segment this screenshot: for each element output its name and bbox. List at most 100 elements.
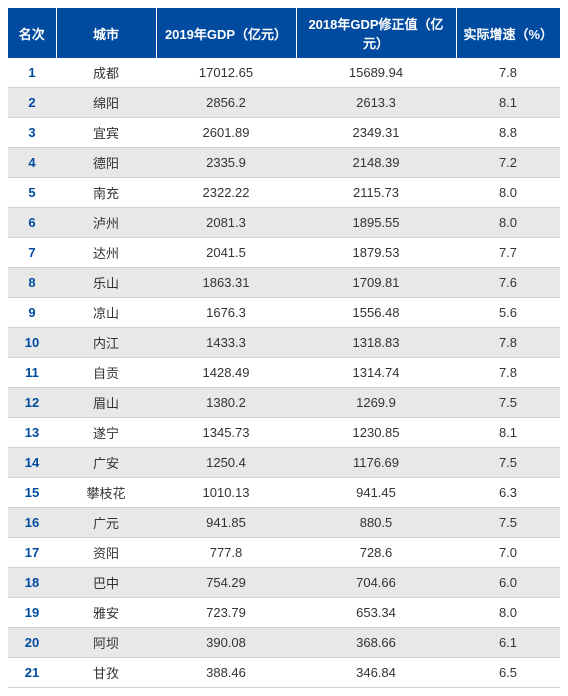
table-row: 20阿坝390.08368.666.1 bbox=[8, 628, 560, 658]
cell-gdp2018: 1318.83 bbox=[296, 328, 456, 358]
cell-city: 巴中 bbox=[56, 568, 156, 598]
cell-city: 自贡 bbox=[56, 358, 156, 388]
table-row: 12眉山1380.21269.97.5 bbox=[8, 388, 560, 418]
cell-growth: 7.6 bbox=[456, 268, 560, 298]
cell-rank: 13 bbox=[8, 418, 56, 448]
cell-city: 达州 bbox=[56, 238, 156, 268]
cell-gdp2018: 941.45 bbox=[296, 478, 456, 508]
cell-gdp2019: 1863.31 bbox=[156, 268, 296, 298]
cell-gdp2018: 1314.74 bbox=[296, 358, 456, 388]
table-row: 3宜宾2601.892349.318.8 bbox=[8, 118, 560, 148]
cell-gdp2018: 880.5 bbox=[296, 508, 456, 538]
cell-rank: 4 bbox=[8, 148, 56, 178]
cell-gdp2019: 941.85 bbox=[156, 508, 296, 538]
cell-rank: 14 bbox=[8, 448, 56, 478]
cell-gdp2019: 1676.3 bbox=[156, 298, 296, 328]
table-row: 16广元941.85880.57.5 bbox=[8, 508, 560, 538]
gdp-table: 名次 城市 2019年GDP（亿元） 2018年GDP修正值（亿元） 实际增速（… bbox=[8, 8, 560, 688]
col-city: 城市 bbox=[56, 8, 156, 58]
cell-growth: 7.5 bbox=[456, 508, 560, 538]
cell-rank: 1 bbox=[8, 58, 56, 88]
cell-rank: 6 bbox=[8, 208, 56, 238]
cell-growth: 7.8 bbox=[456, 58, 560, 88]
cell-growth: 6.0 bbox=[456, 568, 560, 598]
cell-gdp2018: 2613.3 bbox=[296, 88, 456, 118]
cell-gdp2019: 2041.5 bbox=[156, 238, 296, 268]
cell-gdp2019: 1428.49 bbox=[156, 358, 296, 388]
table-row: 4德阳2335.92148.397.2 bbox=[8, 148, 560, 178]
cell-gdp2019: 390.08 bbox=[156, 628, 296, 658]
cell-growth: 7.2 bbox=[456, 148, 560, 178]
table-row: 13遂宁1345.731230.858.1 bbox=[8, 418, 560, 448]
cell-growth: 6.1 bbox=[456, 628, 560, 658]
cell-gdp2018: 1269.9 bbox=[296, 388, 456, 418]
cell-city: 广元 bbox=[56, 508, 156, 538]
cell-growth: 7.7 bbox=[456, 238, 560, 268]
cell-city: 阿坝 bbox=[56, 628, 156, 658]
cell-growth: 7.5 bbox=[456, 448, 560, 478]
table-row: 17资阳777.8728.67.0 bbox=[8, 538, 560, 568]
cell-gdp2018: 2148.39 bbox=[296, 148, 456, 178]
cell-gdp2018: 2349.31 bbox=[296, 118, 456, 148]
cell-gdp2019: 1345.73 bbox=[156, 418, 296, 448]
cell-rank: 15 bbox=[8, 478, 56, 508]
cell-city: 绵阳 bbox=[56, 88, 156, 118]
cell-gdp2018: 15689.94 bbox=[296, 58, 456, 88]
cell-growth: 8.0 bbox=[456, 208, 560, 238]
cell-gdp2019: 1433.3 bbox=[156, 328, 296, 358]
cell-rank: 19 bbox=[8, 598, 56, 628]
cell-growth: 7.5 bbox=[456, 388, 560, 418]
table-row: 6泸州2081.31895.558.0 bbox=[8, 208, 560, 238]
table-row: 1成都17012.6515689.947.8 bbox=[8, 58, 560, 88]
cell-gdp2018: 653.34 bbox=[296, 598, 456, 628]
cell-city: 广安 bbox=[56, 448, 156, 478]
cell-growth: 7.0 bbox=[456, 538, 560, 568]
cell-gdp2019: 723.79 bbox=[156, 598, 296, 628]
cell-growth: 8.1 bbox=[456, 418, 560, 448]
cell-rank: 17 bbox=[8, 538, 56, 568]
cell-growth: 7.8 bbox=[456, 358, 560, 388]
cell-city: 南充 bbox=[56, 178, 156, 208]
cell-city: 攀枝花 bbox=[56, 478, 156, 508]
cell-gdp2018: 1879.53 bbox=[296, 238, 456, 268]
cell-growth: 8.1 bbox=[456, 88, 560, 118]
cell-gdp2018: 1895.55 bbox=[296, 208, 456, 238]
cell-gdp2019: 754.29 bbox=[156, 568, 296, 598]
cell-gdp2018: 1230.85 bbox=[296, 418, 456, 448]
table-row: 2绵阳2856.22613.38.1 bbox=[8, 88, 560, 118]
cell-growth: 8.0 bbox=[456, 178, 560, 208]
cell-city: 甘孜 bbox=[56, 658, 156, 688]
cell-rank: 12 bbox=[8, 388, 56, 418]
table-row: 7达州2041.51879.537.7 bbox=[8, 238, 560, 268]
cell-rank: 8 bbox=[8, 268, 56, 298]
cell-gdp2019: 1380.2 bbox=[156, 388, 296, 418]
cell-city: 雅安 bbox=[56, 598, 156, 628]
cell-gdp2018: 1709.81 bbox=[296, 268, 456, 298]
table-header-row: 名次 城市 2019年GDP（亿元） 2018年GDP修正值（亿元） 实际增速（… bbox=[8, 8, 560, 58]
cell-gdp2019: 2322.22 bbox=[156, 178, 296, 208]
cell-gdp2019: 1010.13 bbox=[156, 478, 296, 508]
cell-gdp2018: 728.6 bbox=[296, 538, 456, 568]
cell-gdp2018: 704.66 bbox=[296, 568, 456, 598]
table-row: 18巴中754.29704.666.0 bbox=[8, 568, 560, 598]
table-body: 1成都17012.6515689.947.82绵阳2856.22613.38.1… bbox=[8, 58, 560, 688]
cell-growth: 6.3 bbox=[456, 478, 560, 508]
table-row: 8乐山1863.311709.817.6 bbox=[8, 268, 560, 298]
cell-gdp2018: 346.84 bbox=[296, 658, 456, 688]
cell-city: 遂宁 bbox=[56, 418, 156, 448]
cell-gdp2019: 2601.89 bbox=[156, 118, 296, 148]
cell-rank: 21 bbox=[8, 658, 56, 688]
table-row: 5南充2322.222115.738.0 bbox=[8, 178, 560, 208]
cell-city: 凉山 bbox=[56, 298, 156, 328]
table-row: 11自贡1428.491314.747.8 bbox=[8, 358, 560, 388]
cell-rank: 5 bbox=[8, 178, 56, 208]
cell-city: 眉山 bbox=[56, 388, 156, 418]
table-row: 9凉山1676.31556.485.6 bbox=[8, 298, 560, 328]
cell-rank: 2 bbox=[8, 88, 56, 118]
cell-gdp2019: 388.46 bbox=[156, 658, 296, 688]
col-gdp2019: 2019年GDP（亿元） bbox=[156, 8, 296, 58]
cell-gdp2018: 368.66 bbox=[296, 628, 456, 658]
cell-gdp2019: 2335.9 bbox=[156, 148, 296, 178]
cell-gdp2019: 1250.4 bbox=[156, 448, 296, 478]
cell-gdp2019: 777.8 bbox=[156, 538, 296, 568]
